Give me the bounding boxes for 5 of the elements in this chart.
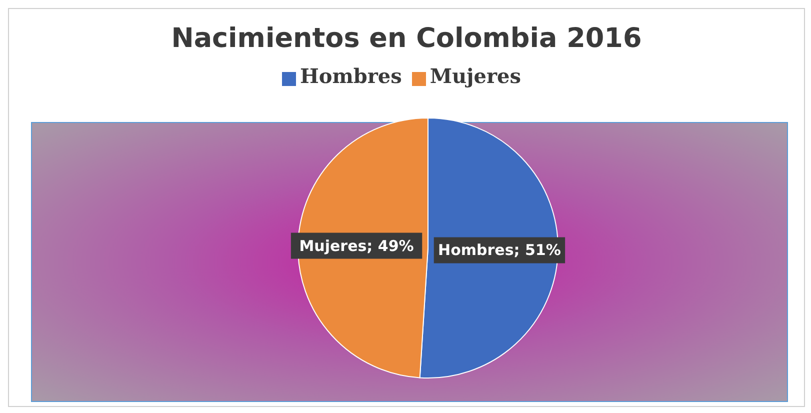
data-label: Mujeres; 49% xyxy=(299,236,414,255)
chart-title: Nacimientos en Colombia 2016 xyxy=(170,23,643,56)
legend-label: Hombres xyxy=(300,64,402,88)
data-label: Hombres; 51% xyxy=(438,241,561,260)
legend-label: Mujeres xyxy=(430,64,522,88)
